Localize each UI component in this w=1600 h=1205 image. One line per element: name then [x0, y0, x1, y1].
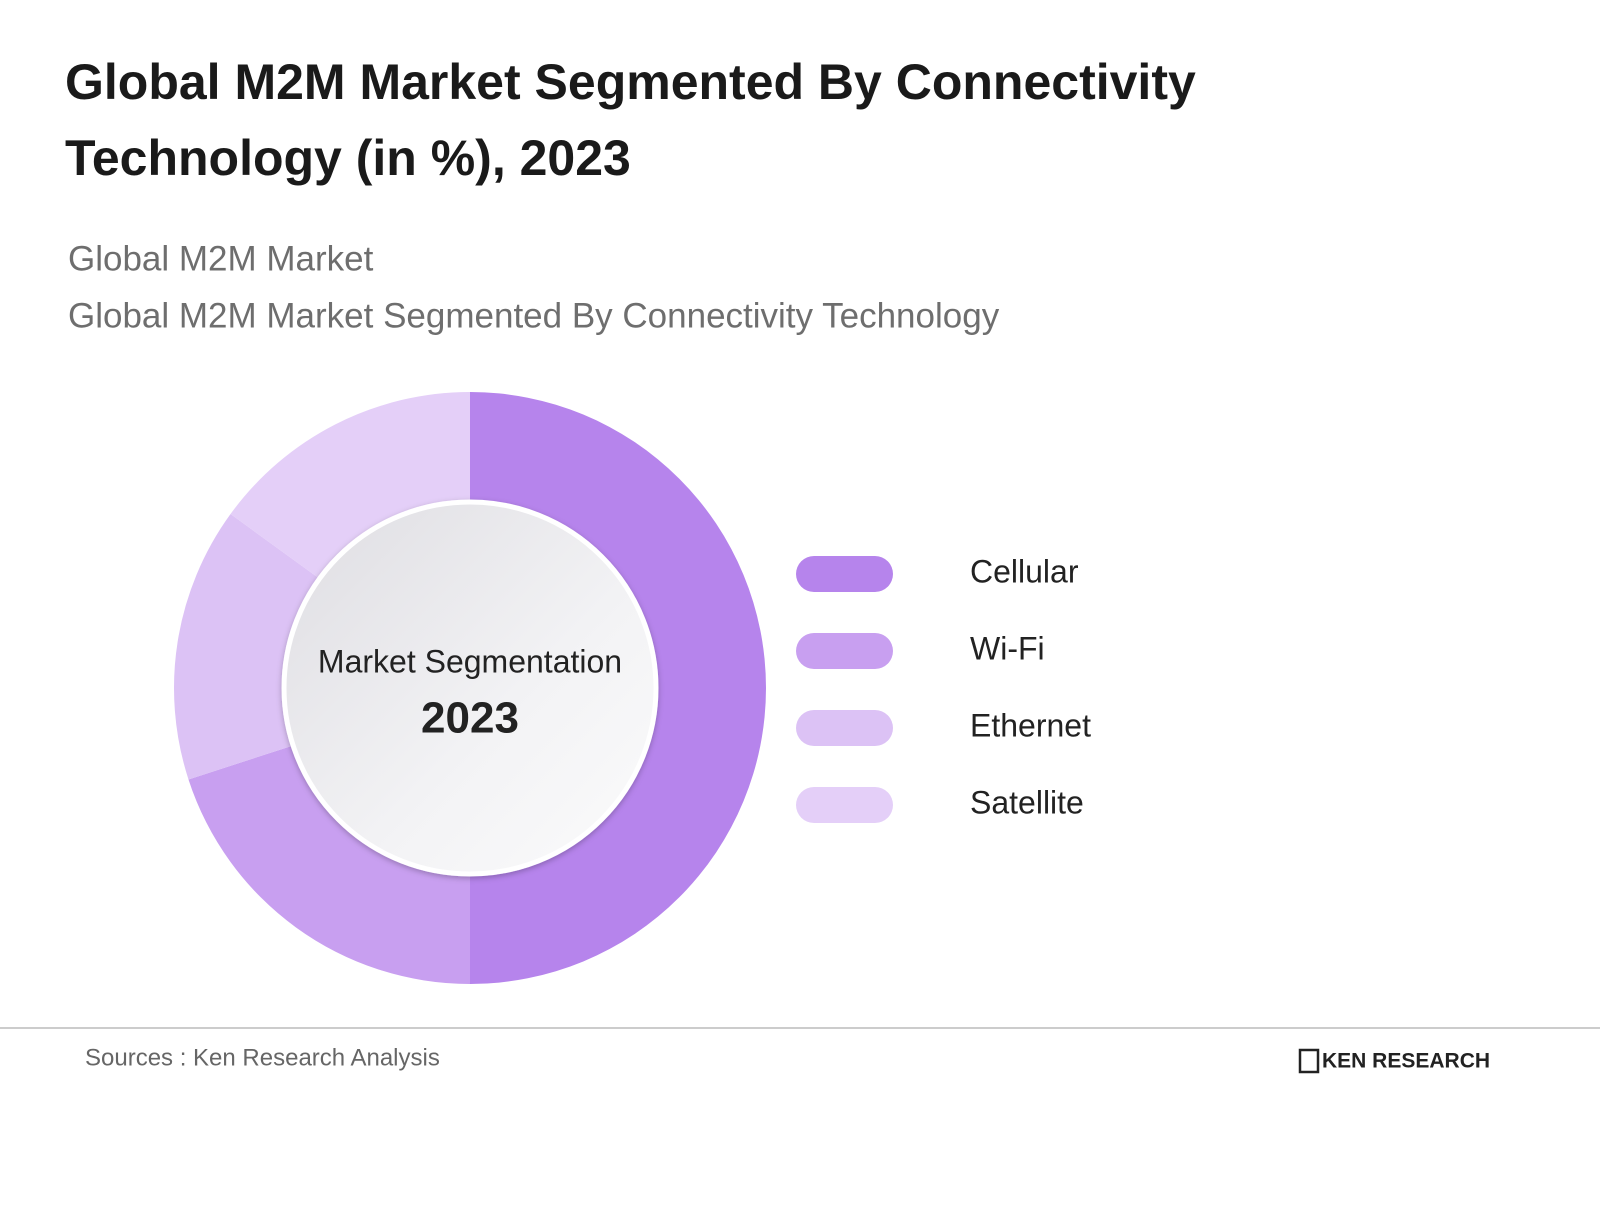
center-year: 2023: [421, 694, 519, 743]
donut-slice: [173, 514, 320, 780]
legend-swatch: [796, 633, 893, 669]
center-label: Market Segmentation: [318, 643, 622, 679]
legend-swatch: [796, 710, 893, 746]
legend-swatch: [796, 787, 893, 823]
logo-text: KEN RESEARCH: [1322, 1050, 1490, 1073]
chart-subtitle: Global M2M Market Segmented By Connectiv…: [68, 296, 1000, 335]
chart-title: Technology (in %), 2023: [65, 130, 631, 186]
chart-subtitle: Global M2M Market: [68, 239, 374, 278]
logo-icon: [1298, 1048, 1320, 1074]
donut-slice: [188, 745, 470, 984]
donut-slice: [230, 392, 470, 579]
donut-slice: [470, 392, 766, 984]
logo: KEN RESEARCH: [1298, 1048, 1490, 1074]
legend-label: Satellite: [970, 784, 1084, 820]
legend-label: Ethernet: [970, 707, 1091, 743]
source: Sources : Ken Research Analysis: [85, 1044, 440, 1071]
donut: [173, 392, 766, 984]
legend-label: Cellular: [970, 553, 1079, 589]
legend-swatch: [796, 556, 893, 592]
legend: Cellular Wi-Fi Ethernet Satellite: [796, 553, 1091, 823]
legend-label: Wi-Fi: [970, 630, 1045, 666]
donut-center: [281, 499, 659, 877]
chart-title: Global M2M Market Segmented By Connectiv…: [65, 54, 1196, 110]
